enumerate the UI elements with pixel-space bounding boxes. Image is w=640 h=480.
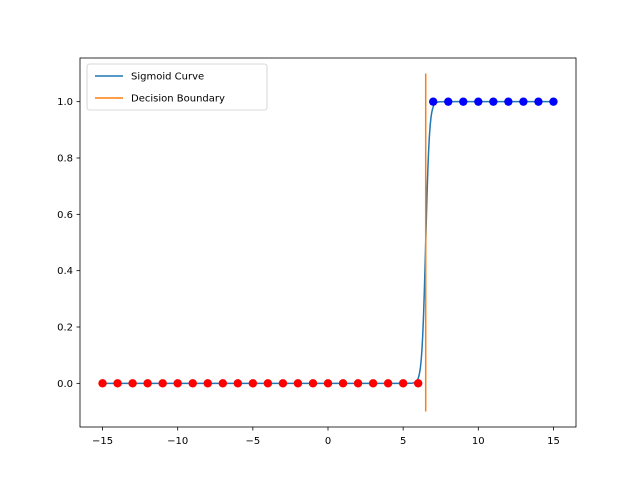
point-class-0-2 [128,379,137,388]
point-class-0-7 [203,379,212,388]
y-tick-label-1: 0.2 [57,323,73,334]
point-class-0-0 [98,379,107,388]
point-class-1-29 [534,97,543,106]
point-class-0-20 [398,379,408,388]
point-class-0-4 [158,379,167,388]
point-class-1-30 [549,97,558,106]
y-tick-label-0: 0.0 [57,379,73,390]
y-axis: 0.0 0.2 0.4 0.6 0.8 1.0 [57,97,80,390]
x-tick-label-1: −10 [167,436,188,447]
y-tick-label-5: 1.0 [57,97,73,108]
point-class-1-23 [444,97,453,106]
y-tick-label-3: 0.6 [57,210,73,221]
y-tick-label-2: 0.4 [57,266,73,277]
point-class-1-27 [504,97,513,106]
point-class-1-24 [459,97,468,106]
point-class-1-25 [474,97,483,106]
point-class-0-8 [218,379,227,388]
point-class-0-1 [113,379,122,388]
x-tick-label-4: 5 [400,436,406,447]
point-class-1-26 [489,97,498,106]
x-axis: −15 −10 −5 0 5 10 15 [92,427,560,447]
point-class-0-11 [263,379,273,388]
point-class-0-10 [248,379,258,388]
point-class-0-5 [173,379,182,388]
point-class-1-28 [519,97,528,106]
x-tick-label-5: 10 [472,436,485,447]
x-tick-label-6: 15 [547,436,560,447]
point-class-0-19 [383,379,393,388]
point-class-0-15 [323,379,333,388]
legend-box [86,63,268,111]
point-class-0-6 [188,379,197,388]
legend: Sigmoid Curve Decision Boundary [86,63,268,111]
point-class-1-22 [429,97,438,106]
legend-label-0: Sigmoid Curve [131,72,204,83]
point-class-0-21 [413,379,423,388]
point-class-0-3 [143,379,152,388]
x-tick-label-3: 0 [325,436,331,447]
point-class-0-14 [308,379,318,388]
point-class-0-9 [233,379,243,388]
point-class-0-18 [368,379,378,388]
legend-label-1: Decision Boundary [131,94,225,105]
x-tick-label-0: −15 [92,436,113,447]
x-tick-label-2: −5 [245,436,260,447]
y-tick-label-4: 0.8 [57,153,73,164]
point-class-0-13 [293,379,303,388]
point-class-0-16 [338,379,348,388]
plot-area [98,73,558,412]
point-class-0-17 [353,379,363,388]
point-class-0-12 [278,379,288,388]
